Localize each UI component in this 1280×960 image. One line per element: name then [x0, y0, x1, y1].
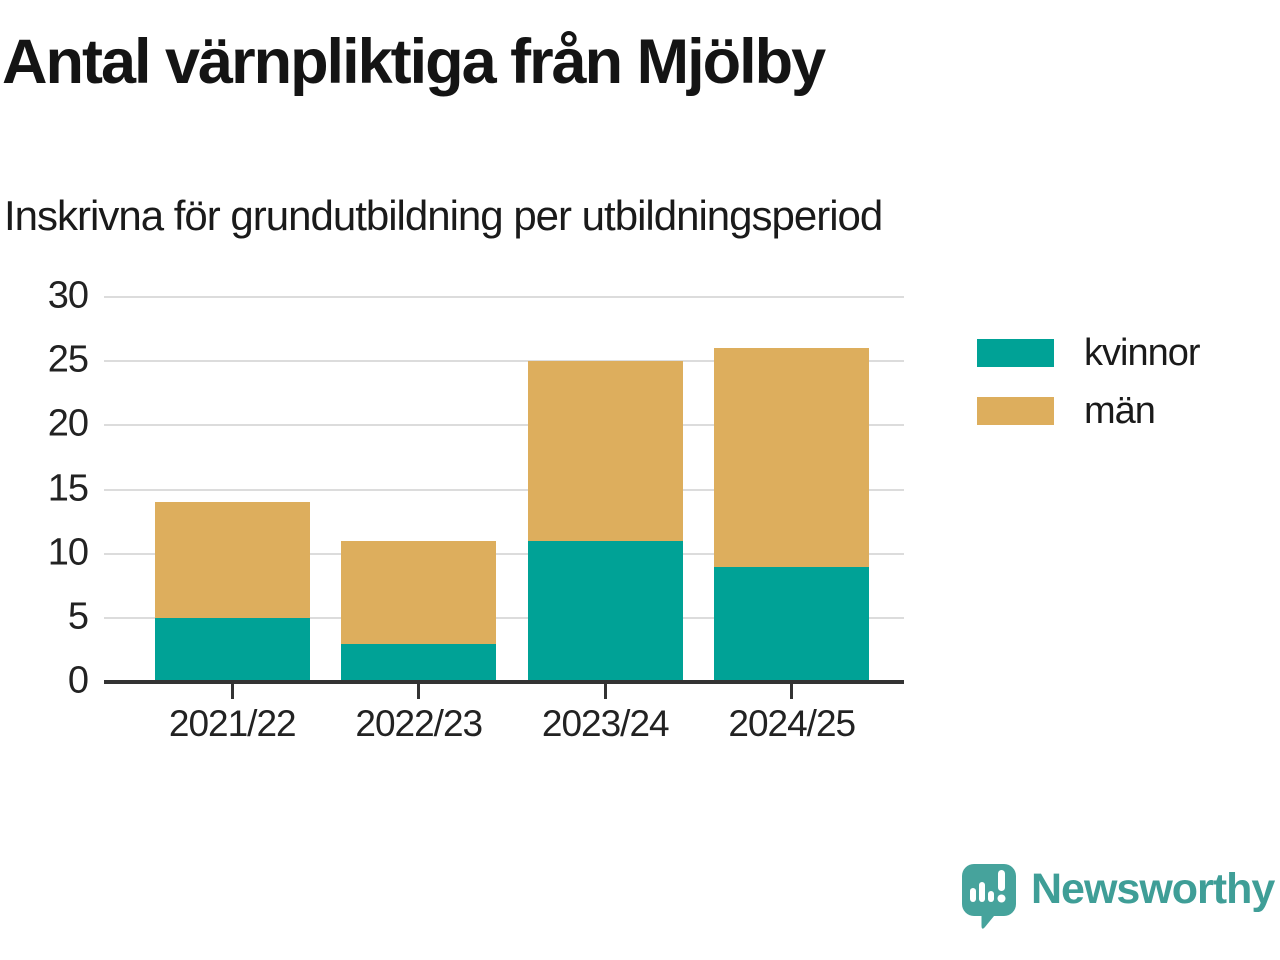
gridline: [104, 424, 904, 427]
x-axis-tick: [417, 684, 421, 699]
y-tick-label: 30: [47, 274, 89, 317]
x-axis-tick: [790, 684, 794, 699]
gridline: [104, 488, 904, 491]
y-tick-label: 5: [67, 595, 89, 638]
brand-logo: Newsworthy: [960, 862, 1275, 930]
bar-segment-man: [527, 361, 683, 541]
x-axis-line: [104, 680, 904, 684]
legend: kvinnor män: [977, 330, 1200, 446]
x-axis-tick: [603, 684, 607, 699]
legend-label-man: män: [1084, 389, 1156, 432]
bar-segment-man: [154, 502, 310, 618]
bar-segment-kvinnor: [341, 643, 497, 682]
y-tick-label: 0: [67, 659, 89, 702]
plot-area: 2021/22 2022/23 2023/24 2024/25: [104, 296, 904, 744]
speech-bubble-bar-chart-icon: [962, 864, 1016, 929]
bar-segment-man: [341, 540, 497, 644]
brand-wordmark: Newsworthy: [1031, 865, 1275, 913]
x-tick-label: 2023/24: [541, 703, 670, 744]
x-axis-tick: [230, 684, 234, 699]
bar-segment-kvinnor: [714, 566, 870, 682]
legend-label-kvinnor: kvinnor: [1084, 331, 1200, 374]
x-tick-label: 2024/25: [728, 703, 856, 744]
gridline: [104, 552, 904, 555]
y-tick-label: 20: [47, 402, 89, 445]
y-tick-label: 10: [47, 531, 89, 574]
x-tick-label: 2021/22: [168, 703, 297, 744]
y-tick-label: 15: [47, 467, 89, 510]
bar-segment-kvinnor: [154, 617, 310, 682]
gridline: [104, 360, 904, 363]
legend-swatch-kvinnor: [977, 339, 1054, 367]
y-axis: 0 5 10 15 20 25 30: [0, 275, 92, 702]
y-tick-label: 25: [47, 338, 89, 381]
gridline: [104, 296, 904, 298]
page-title: Antal värnpliktiga från Mjölby: [2, 27, 826, 97]
gridline: [104, 616, 904, 619]
legend-item-man: män: [977, 388, 1200, 434]
bar-segment-kvinnor: [527, 540, 683, 682]
legend-swatch-man: [977, 397, 1054, 425]
chart-subtitle: Inskrivna för grundutbildning per utbild…: [4, 192, 883, 239]
x-tick-label: 2022/23: [355, 703, 483, 744]
bar-segment-man: [714, 348, 870, 567]
legend-item-kvinnor: kvinnor: [977, 330, 1200, 376]
